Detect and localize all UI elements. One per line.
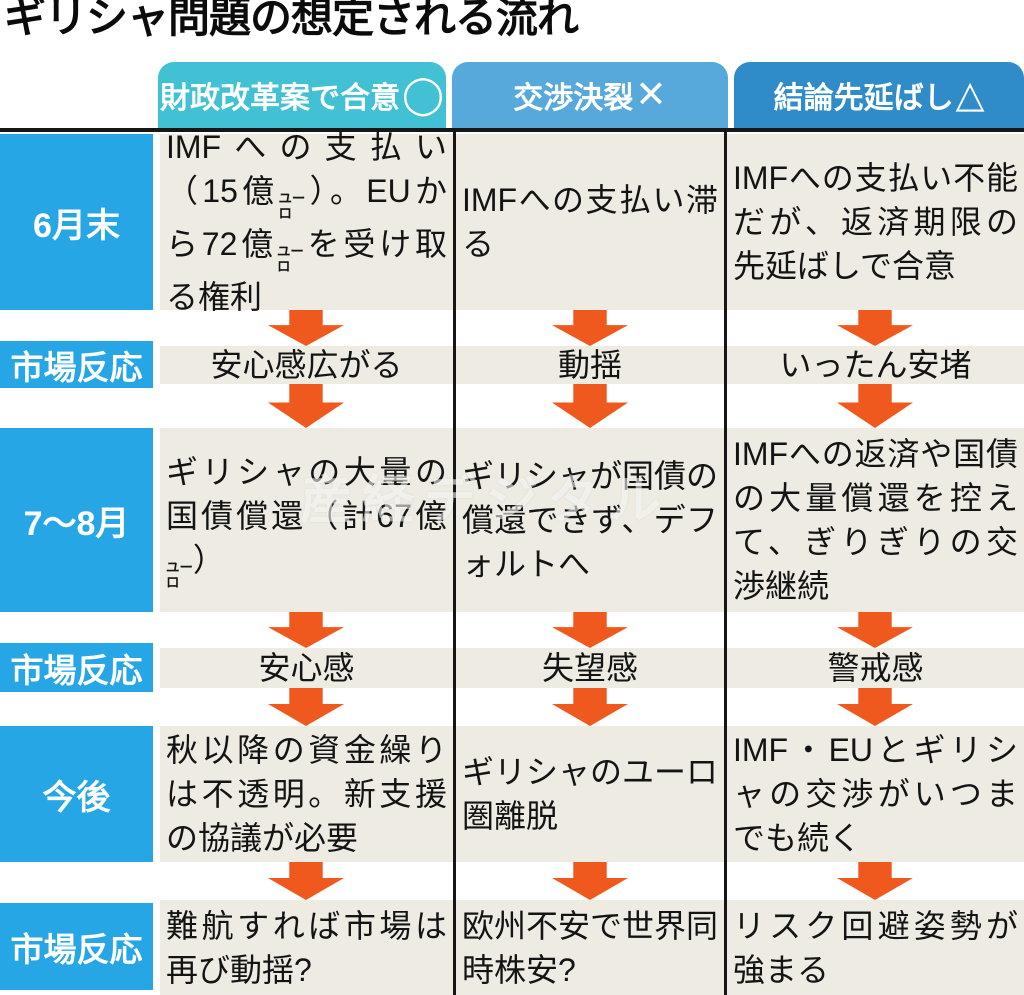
row-label-market-reaction: 市場反応 <box>0 341 153 388</box>
row-jul-aug: 7〜8月 ギリシャの大量の国債償還（計67億 ユーロ） ギリシャが国債の償還できず… <box>0 428 1024 612</box>
arrow-band <box>0 688 1024 726</box>
cell-breakdown-future: ギリシャのユーロ圏離脱 <box>456 726 724 862</box>
cell-postponement-june-end: IMFへの支払い不能だが、返済期限の先延ばしで合意 <box>727 134 1024 310</box>
row-label-text: 今後 <box>42 778 111 817</box>
cell-text: 動揺 <box>557 347 622 383</box>
cell-text: IMFへの支払い滞る <box>462 182 718 262</box>
arrow-band <box>0 384 1024 428</box>
down-arrow-icon <box>268 862 344 900</box>
column-header-postponement: 結論先延ばし △ <box>734 62 1024 128</box>
cell-text: ギリシャの大量の国債償還（計67億 ユーロ） <box>166 453 447 590</box>
cell-breakdown-june-end: IMFへの支払い滞る <box>456 134 724 310</box>
column-divider <box>724 130 727 995</box>
cell-breakdown-reaction-2: 失望感 <box>456 648 724 688</box>
cell-text: 安心感 <box>258 650 355 686</box>
cell-agreement-jul-aug: ギリシャの大量の国債償還（計67億 ユーロ） <box>160 428 453 612</box>
row-market-reaction-2: 市場反応 安心感 失望感 警戒感 <box>0 643 1024 692</box>
column-header-text: 交渉決裂 <box>513 82 634 115</box>
cell-postponement-reaction-3: リスク回避姿勢が強まる <box>727 900 1024 995</box>
down-arrow-icon <box>268 612 344 648</box>
cell-text: IMFへの支払い不能だが、返済期限の先延ばしで合意 <box>733 160 1018 284</box>
row-market-reaction-1: 市場反応 安心感広がる 動揺 いったん安堵 <box>0 341 1024 388</box>
cell-text: 難航すれば市場は再び動揺? <box>166 907 447 988</box>
cell-text: IMFへの返済や国債の大量償還を控えて、ぎりぎりの交渉継続 <box>733 436 1018 604</box>
cell-agreement-future: 秋以降の資金繰りは不透明。新支援の協議が必要 <box>160 726 453 862</box>
cell-text: IMFへの支払い（15億 ユーロ）。EUから72億 ユーロを受け取る権利 <box>166 129 447 315</box>
column-header-negotiation-breakdown: 交渉決裂 ✕ <box>452 62 728 128</box>
cell-postponement-reaction-2: 警戒感 <box>727 648 1024 688</box>
cell-text: ギリシャのユーロ圏離脱 <box>462 754 719 834</box>
table-top-border <box>0 128 1024 132</box>
row-label-market-reaction: 市場反応 <box>0 643 153 692</box>
cell-text: 秋以降の資金繰りは不透明。新支援の協議が必要 <box>166 732 447 856</box>
cell-breakdown-jul-aug: ギリシャが国債の償還できず、デフォルトへ <box>456 428 724 612</box>
page-title: ギリシャ問題の想定される流れ <box>4 0 579 41</box>
arrow-band <box>0 862 1024 900</box>
column-header-fiscal-agreement: 財政改革案で合意 ◯ <box>158 62 446 128</box>
circle-mark-icon: ◯ <box>402 73 444 116</box>
down-arrow-icon <box>837 384 913 428</box>
cell-text: 欧州不安で世界同時株安? <box>462 907 719 988</box>
down-arrow-icon <box>552 384 628 428</box>
arrow-band <box>0 612 1024 648</box>
row-label-future: 今後 <box>0 726 153 862</box>
cell-text: 失望感 <box>541 650 638 686</box>
row-label-text: 7〜8月 <box>23 504 130 543</box>
down-arrow-icon <box>837 862 913 900</box>
column-header-text: 財政改革案で合意 <box>160 82 401 115</box>
row-label-june-end: 6月末 <box>0 134 153 310</box>
cell-postponement-reaction-1: いったん安堵 <box>727 346 1024 384</box>
down-arrow-icon <box>552 688 628 726</box>
row-label-text: 市場反応 <box>10 651 143 689</box>
row-market-reaction-3: 市場反応 難航すれば市場は再び動揺? 欧州不安で世界同時株安? リスク回避姿勢が… <box>0 900 1024 995</box>
triangle-mark-icon: △ <box>955 73 985 116</box>
row-future: 今後 秋以降の資金繰りは不透明。新支援の協議が必要 ギリシャのユーロ圏離脱 IM… <box>0 726 1024 862</box>
cell-text: ギリシャが国債の償還できず、デフォルトへ <box>462 458 719 582</box>
row-label-text: 市場反応 <box>10 930 143 968</box>
down-arrow-icon <box>268 688 344 726</box>
cell-agreement-reaction-2: 安心感 <box>160 648 453 688</box>
cell-agreement-reaction-1: 安心感広がる <box>160 346 453 384</box>
row-label-market-reaction: 市場反応 <box>0 903 153 990</box>
row-label-text: 市場反応 <box>10 348 143 386</box>
cell-agreement-june-end: IMFへの支払い（15億 ユーロ）。EUから72億 ユーロを受け取る権利 <box>160 129 453 315</box>
cell-text: IMF・EUとギリシャの交渉がいつまでも続く <box>733 732 1018 856</box>
cell-postponement-future: IMF・EUとギリシャの交渉がいつまでも続く <box>727 726 1024 862</box>
down-arrow-icon <box>837 310 913 346</box>
cell-text: 警戒感 <box>827 650 924 686</box>
down-arrow-icon <box>837 688 913 726</box>
down-arrow-icon <box>268 384 344 428</box>
row-label-jul-aug: 7〜8月 <box>0 428 153 612</box>
arrow-band <box>0 310 1024 346</box>
row-june-end: 6月末 IMFへの支払い（15億 ユーロ）。EUから72億 ユーロを受け取る権利 I… <box>0 129 1024 315</box>
column-divider <box>453 130 456 995</box>
down-arrow-icon <box>552 862 628 900</box>
down-arrow-icon <box>552 612 628 648</box>
down-arrow-icon <box>837 612 913 648</box>
cell-breakdown-reaction-1: 動揺 <box>456 346 724 384</box>
column-header-text: 結論先延ばし <box>773 82 954 115</box>
down-arrow-icon <box>268 310 344 346</box>
cross-mark-icon: ✕ <box>635 73 667 116</box>
down-arrow-icon <box>552 310 628 346</box>
cell-agreement-reaction-3: 難航すれば市場は再び動揺? <box>160 900 453 995</box>
cell-text: いったん安堵 <box>779 347 972 383</box>
cell-breakdown-reaction-3: 欧州不安で世界同時株安? <box>456 900 724 995</box>
row-label-text: 6月末 <box>33 206 120 245</box>
cell-text: 安心感広がる <box>210 347 403 383</box>
cell-text: リスク回避姿勢が強まる <box>733 907 1018 988</box>
cell-postponement-jul-aug: IMFへの返済や国債の大量償還を控えて、ぎりぎりの交渉継続 <box>727 428 1024 612</box>
